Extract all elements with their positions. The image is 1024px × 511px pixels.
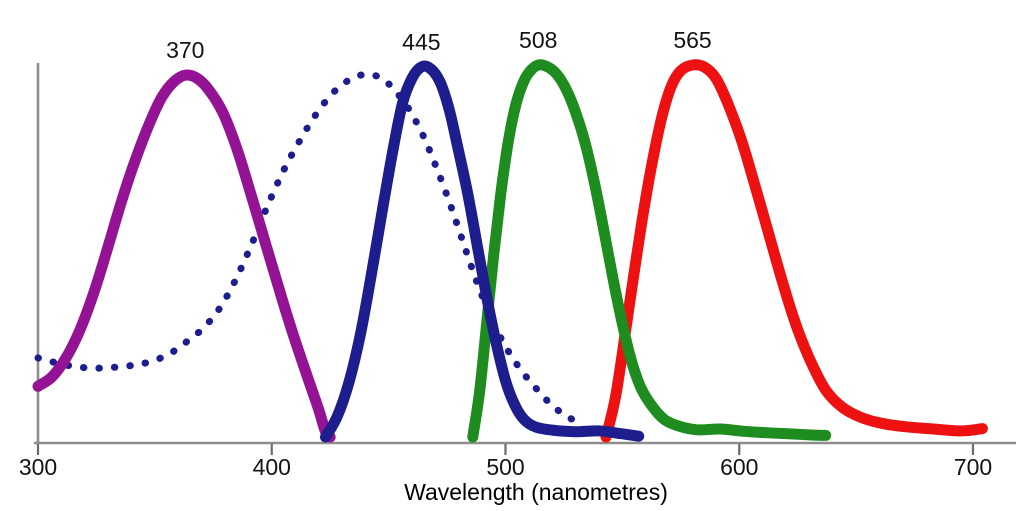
peak-label-565: 565 <box>673 27 711 53</box>
peak-label-445: 445 <box>402 29 440 55</box>
x-tick-label: 700 <box>954 454 992 480</box>
curve-508 <box>467 59 832 443</box>
peak-labels-layer: 370 445 508 565 <box>166 27 712 63</box>
curve-370 <box>32 69 336 443</box>
peak-label-370: 370 <box>166 37 204 63</box>
axes-layer <box>34 63 1016 455</box>
x-axis-title: Wavelength (nanometres) <box>404 479 668 505</box>
curve-565 <box>600 59 988 443</box>
x-tick-label: 400 <box>253 454 291 480</box>
curves-layer <box>32 59 988 443</box>
x-tick-label: 600 <box>720 454 758 480</box>
x-tick-label: 300 <box>19 454 57 480</box>
peak-label-508: 508 <box>519 27 557 53</box>
curve-445 <box>320 60 645 443</box>
x-tick-label: 500 <box>486 454 524 480</box>
dotted-curve <box>34 70 582 426</box>
tick-labels-layer: 300 400 500 600 700 <box>19 454 992 480</box>
